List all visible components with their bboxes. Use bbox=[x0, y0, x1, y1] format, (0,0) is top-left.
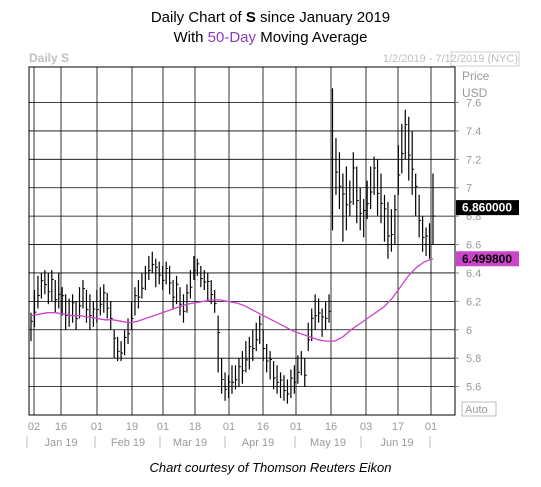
x-day-tick-label: 01 bbox=[157, 421, 169, 433]
x-month-label: Jan 19 bbox=[44, 437, 77, 449]
x-day-tick-label: 01 bbox=[223, 421, 235, 433]
x-day-tick-label: 03 bbox=[360, 421, 372, 433]
x-month-label: Mar 19 bbox=[173, 437, 207, 449]
auto-scale-button[interactable]: Auto bbox=[461, 401, 497, 417]
x-day-tick-label: 01 bbox=[91, 421, 103, 433]
y-tick-label: 7.2 bbox=[466, 154, 481, 166]
axis-title-usd: USD bbox=[462, 86, 488, 100]
last-price-tag: 6.860000 bbox=[456, 200, 519, 216]
axis-title-price: Price bbox=[462, 69, 490, 83]
x-day-tick-label: 16 bbox=[55, 421, 67, 433]
x-month-label: Feb 19 bbox=[111, 437, 145, 449]
auto-scale-button-label: Auto bbox=[465, 404, 488, 416]
y-tick-label: 5.8 bbox=[466, 353, 481, 365]
x-day-tick-label: 18 bbox=[189, 421, 201, 433]
price-bars bbox=[30, 88, 435, 404]
date-range-box bbox=[450, 51, 520, 67]
plot-frame bbox=[28, 66, 456, 416]
y-tick-label: 6.6 bbox=[466, 240, 481, 252]
last-price-tag-bg bbox=[456, 200, 519, 216]
x-axis-month-labels: Jan 19 Feb 19 Mar 19 Apr 19 May 19 Jun 19 bbox=[26, 436, 431, 449]
ma-value: 6.499800 bbox=[462, 252, 512, 266]
date-range-label: 1/2/2019 - 7/12/2019 (NYC) bbox=[383, 53, 518, 65]
y-tick-label: 5.6 bbox=[466, 382, 481, 394]
y-tick-label: 6.2 bbox=[466, 296, 481, 308]
x-day-tick-label: 01 bbox=[290, 421, 302, 433]
x-day-tick-label: 16 bbox=[257, 421, 269, 433]
chart-instrument-label: Daily S bbox=[29, 51, 69, 65]
ma-value-tag-bg bbox=[456, 251, 519, 267]
auto-scale-button-frame bbox=[461, 401, 497, 417]
x-day-tick-label: 01 bbox=[425, 421, 437, 433]
x-day-tick-label: 02 bbox=[28, 421, 40, 433]
price-chart: Daily S 1/2/2019 - 7/12/2019 (NYC) Price… bbox=[26, 51, 520, 449]
y-axis-ticks: 5.65.866.26.46.66.877.27.47.6 bbox=[455, 98, 481, 394]
x-day-tick-label: 17 bbox=[392, 421, 404, 433]
ma-period-label: 50-Day bbox=[207, 29, 257, 46]
x-day-tick-label: 19 bbox=[126, 421, 138, 433]
y-tick-label: 7 bbox=[466, 183, 472, 195]
grid-lines bbox=[29, 67, 455, 415]
x-axis-day-ticks: 02 16 01 19 01 18 01 16 01 16 03 17 01 bbox=[28, 421, 437, 433]
last-price-value: 6.860000 bbox=[462, 201, 512, 215]
ticker-symbol: S bbox=[245, 9, 256, 26]
chart-credit: Chart courtesy of Thomson Reuters Eikon bbox=[149, 460, 392, 475]
x-month-label: May 19 bbox=[310, 437, 346, 449]
x-month-label: Jun 19 bbox=[380, 437, 413, 449]
ma-value-tag: 6.499800 bbox=[456, 251, 519, 267]
moving-average-line bbox=[30, 258, 434, 342]
chart-subtitle: With 50-Day Moving Average bbox=[173, 29, 368, 46]
y-tick-label: 6.4 bbox=[466, 268, 481, 280]
y-tick-label: 7.6 bbox=[466, 98, 481, 110]
y-tick-label: 7.4 bbox=[466, 126, 481, 138]
chart-title: Daily Chart of S since January 2019 bbox=[150, 9, 391, 26]
x-month-label: Apr 19 bbox=[242, 437, 274, 449]
y-tick-label: 6 bbox=[466, 325, 472, 337]
x-day-tick-label: 16 bbox=[325, 421, 337, 433]
